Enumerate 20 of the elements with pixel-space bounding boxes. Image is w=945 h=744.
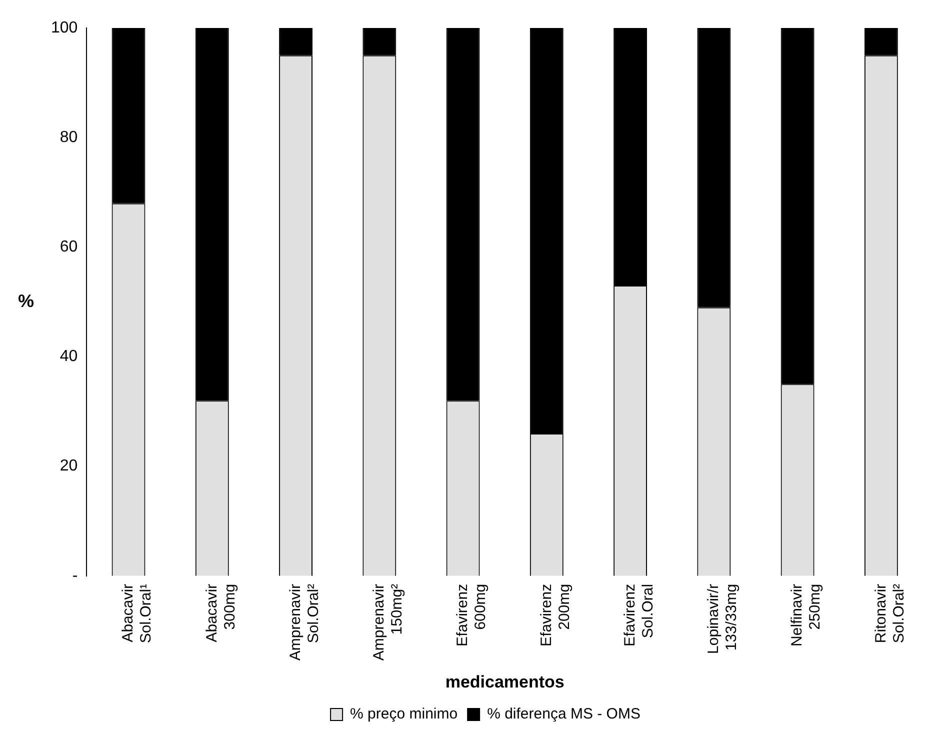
- legend-label: % preço minimo: [350, 706, 458, 723]
- x-tick-label: Abacavir Sol.Oral¹: [120, 584, 155, 644]
- x-tick-label: Amprenavir Sol.Oral²: [286, 584, 322, 661]
- y-axis-title: %: [18, 290, 34, 311]
- y-tick-label: -: [72, 567, 78, 584]
- y-tick-label: 40: [60, 348, 78, 366]
- y-tick-label: 100: [50, 19, 78, 36]
- y-tick-label: 60: [60, 238, 78, 256]
- x-tick-label: Nelfinavir 250mg: [788, 584, 824, 646]
- x-tick-label: Efavirenz Sol.Oral: [621, 584, 656, 646]
- y-tick-label: 20: [60, 458, 78, 475]
- x-tick-label: Ritonavir Sol.Oral²: [872, 584, 908, 644]
- x-tick-label: Efavirenz 200mg: [538, 584, 573, 646]
- x-axis-title: medicamentos: [445, 672, 564, 692]
- x-tick-label: Efavirenz 600mg: [454, 584, 490, 646]
- x-tick-label: Abacavir 300mg: [203, 584, 238, 642]
- x-tick-label: Lopinavir/r 133/33mg: [705, 584, 740, 654]
- y-tick-label: 80: [60, 128, 78, 146]
- legend-label: % diferença MS - OMS: [487, 706, 640, 723]
- x-tick-label: Amprenavir 150mg²: [370, 584, 406, 661]
